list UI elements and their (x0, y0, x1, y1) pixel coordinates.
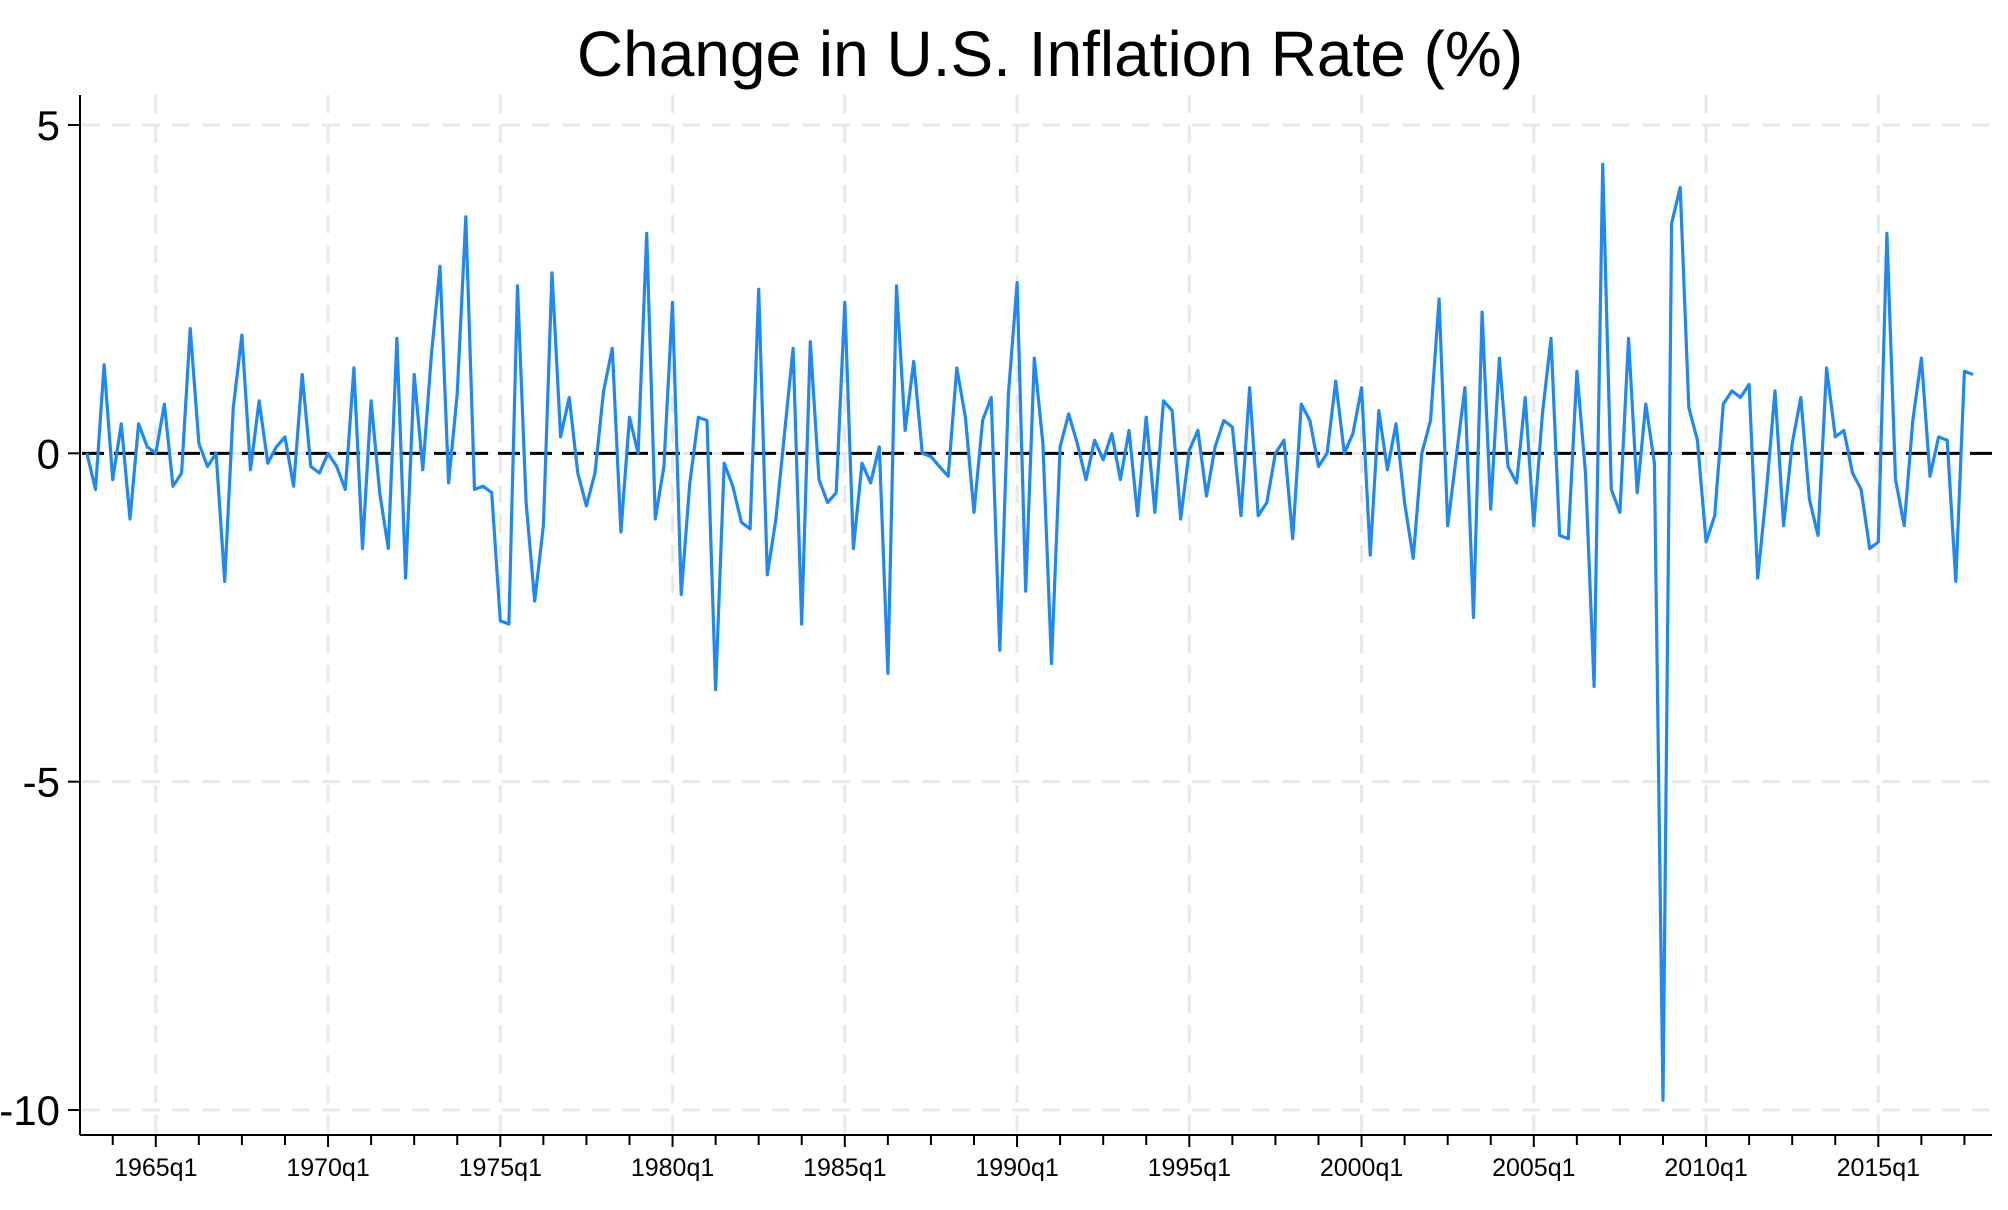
x-tick-label: 2000q1 (1320, 1154, 1403, 1182)
y-tick-label: -10 (0, 1087, 60, 1134)
x-tick-label: 1975q1 (459, 1154, 542, 1182)
x-tick-label: 2005q1 (1492, 1154, 1575, 1182)
y-tick-label: 0 (37, 430, 60, 477)
x-tick-label: 2010q1 (1664, 1154, 1747, 1182)
y-tick-label: -5 (23, 759, 60, 806)
x-tick-label: 1965q1 (114, 1154, 197, 1182)
x-tick-label: 1970q1 (286, 1154, 369, 1182)
series-line (85, 162, 1974, 1102)
chart-title: Change in U.S. Inflation Rate (%) (577, 18, 1523, 90)
x-tick-label: 2015q1 (1837, 1154, 1920, 1182)
x-tick-label: 1985q1 (803, 1154, 886, 1182)
plot-gridlines (82, 95, 1992, 1133)
x-tick-label: 1990q1 (975, 1154, 1058, 1182)
tick-labels: 5 0 -5 -10 1965q1 1970q1 1975q1 1980q1 1985q1 199… (0, 102, 1920, 1182)
x-tick-label: 1980q1 (631, 1154, 714, 1182)
y-tick-label: 5 (37, 102, 60, 149)
x-tick-label: 1995q1 (1148, 1154, 1231, 1182)
series-layer (85, 162, 1974, 1102)
plot-axes (68, 95, 1992, 1147)
